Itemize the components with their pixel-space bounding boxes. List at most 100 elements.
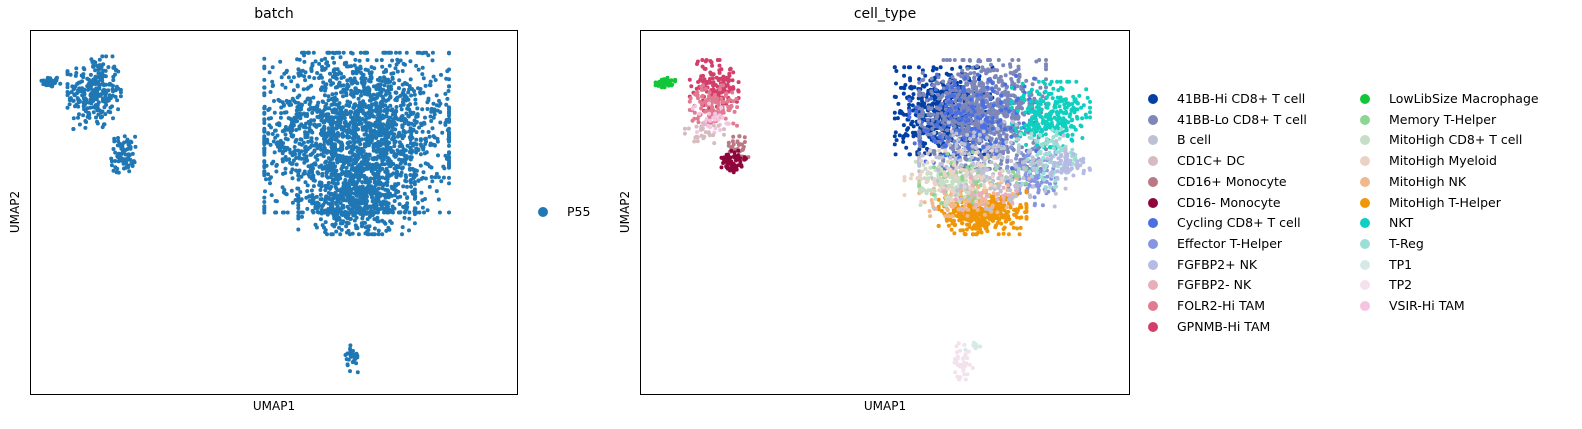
scatter-point-41bb-lo-cd8-t-cell [941,79,946,84]
scatter-point-folr2-hi-tam [692,110,697,115]
scatter-point-p55 [344,198,349,203]
scatter-point-p55 [297,155,301,159]
scatter-point-p55 [118,154,123,159]
scatter-point-p55 [315,200,320,205]
scatter-point-p55 [408,77,413,82]
scatter-point-p55 [311,95,316,100]
scatter-point-p55 [381,147,385,152]
scatter-point-p55 [88,79,93,84]
scatter-point-p55 [65,85,70,90]
scatter-point-p55 [88,94,93,98]
scatter-point-p55 [132,160,137,165]
scatter-point-p55 [85,84,90,89]
scatter-point-p55 [353,355,358,360]
scatter-point-p55 [388,115,393,120]
scatter-point-p55 [347,232,352,237]
scatter-point-p55 [371,148,376,153]
scatter-point-p55 [392,81,396,86]
scatter-point-p55 [379,58,384,62]
scatter-point-p55 [361,111,366,116]
scatter-point-p55 [100,109,105,114]
scatter-point-p55 [336,104,341,109]
scatter-point-gpnmb-hi-tam [727,78,732,83]
scatter-point-p55 [392,153,397,158]
scatter-point-p55 [414,146,419,151]
scatter-point-p55 [356,112,360,117]
scatter-point-gpnmb-hi-tam [717,63,722,68]
scatter-point-cd16-monocyte [738,159,743,164]
scatter-point-p55 [394,90,399,95]
scatter-point-p55 [102,87,106,92]
scatter-point-p55 [403,81,408,86]
scatter-point-cd1c-dc [701,136,706,141]
scatter-point-p55 [94,115,98,120]
scatter-point-p55 [426,130,431,134]
scatter-point-p55 [378,101,383,106]
scatter-point-p55 [79,73,84,78]
scatter-point-p55 [386,50,391,55]
scatter-point-p55 [388,164,393,169]
scatter-point-p55 [401,152,405,157]
scatter-point-p55 [320,99,325,104]
scatter-point-p55 [279,75,284,80]
scatter-point-p55 [291,88,296,93]
scatter-point-p55 [414,120,419,124]
scatter-point-p55 [303,78,308,83]
scatter-point-p55 [298,137,303,142]
scatter-point-p55 [298,107,303,112]
scatter-point-41bb-lo-cd8-t-cell [950,75,955,79]
scatter-point-p55 [370,210,375,214]
scatter-point-p55 [420,72,425,77]
scatter-point-gpnmb-hi-tam [696,80,701,84]
scatter-point-cd16-monocyte [731,161,736,166]
scatter-point-folr2-hi-tam [710,105,715,109]
scatter-point-p55 [262,207,267,212]
scatter-point-p55 [99,73,104,78]
scatter-point-p55 [402,87,406,92]
scatter-point-41bb-hi-cd8-t-cell [909,122,914,127]
scatter-point-p55 [337,120,342,125]
scatter-point-41bb-lo-cd8-t-cell [1008,70,1013,75]
scatter-point-p55 [386,84,391,89]
scatter-point-p55 [100,78,105,83]
scatter-point-41bb-hi-cd8-t-cell [950,66,955,71]
scatter-point-p55 [374,203,379,208]
scatter-point-p55 [360,216,365,221]
scatter-point-p55 [305,158,309,163]
scatter-point-p55 [345,363,350,368]
scatter-point-p55 [311,184,316,189]
scatter-point-41bb-lo-cd8-t-cell [986,67,990,72]
scatter-point-41bb-hi-cd8-t-cell [919,102,924,107]
scatter-point-p55 [125,137,130,142]
scatter-point-p55 [98,93,103,98]
scatter-point-cycling-cd8-t-cell [907,98,912,103]
scatter-point-p55 [367,89,372,93]
scatter-point-p55 [385,183,390,188]
scatter-point-p55 [326,180,331,185]
scatter-point-cycling-cd8-t-cell [914,109,919,114]
scatter-point-gpnmb-hi-tam [710,63,715,68]
scatter-point-p55 [392,166,397,171]
scatter-point-p55 [336,133,341,138]
scatter-point-p55 [319,163,324,168]
scatter-point-folr2-hi-tam [735,123,739,128]
scatter-point-p55 [350,208,355,213]
scatter-point-p55 [297,93,302,98]
scatter-point-p55 [359,152,364,157]
scatter-point-p55 [280,210,285,215]
scatter-point-41bb-lo-cd8-t-cell [1016,79,1021,84]
scatter-point-p55 [435,136,440,141]
scatter-point-p55 [69,90,74,94]
scatter-point-p55 [443,153,448,158]
scatter-point-p55 [447,175,451,180]
scatter-point-41bb-lo-cd8-t-cell [944,90,949,95]
scatter-point-p55 [102,122,107,127]
scatter-point-p55 [400,225,405,230]
scatter-point-p55 [279,111,284,116]
scatter-point-41bb-lo-cd8-t-cell [1004,101,1009,105]
scatter-point-p55 [352,141,357,145]
scatter-point-41bb-lo-cd8-t-cell [924,98,929,103]
scatter-point-p55 [415,106,420,111]
scatter-point-p55 [329,136,333,141]
scatter-point-p55 [320,171,325,176]
